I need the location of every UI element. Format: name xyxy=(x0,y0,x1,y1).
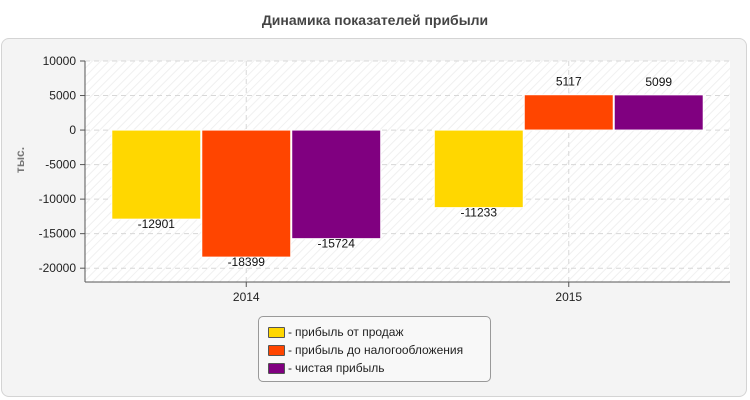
bar xyxy=(433,129,524,209)
bar xyxy=(523,94,614,131)
chart-title: Динамика показателей прибыли xyxy=(261,12,489,28)
legend-swatch xyxy=(268,344,285,356)
data-label: 5099 xyxy=(645,75,672,89)
y-tick-label: -5000 xyxy=(45,158,76,172)
bars xyxy=(111,94,704,258)
legend-dash: - xyxy=(288,361,292,375)
y-tick-label: -15000 xyxy=(39,227,77,241)
y-axis-label: тыс. xyxy=(13,147,27,173)
legend-swatch xyxy=(268,362,285,374)
data-label: -15724 xyxy=(318,237,356,251)
data-label: -18399 xyxy=(228,255,266,269)
data-labels: -12901 -18399 -15724 -11233 5117 5099 xyxy=(138,75,673,269)
legend-dash: - xyxy=(288,343,292,357)
legend-label: прибыль до налогообложения xyxy=(295,343,464,357)
legend-label: чистая прибыль xyxy=(295,361,385,375)
y-tick-label: 0 xyxy=(69,123,76,137)
y-tick-label: -20000 xyxy=(39,261,77,275)
x-tick-label: 2014 xyxy=(233,290,260,304)
legend-item: - прибыль от продаж xyxy=(268,323,490,341)
bar xyxy=(613,94,704,131)
legend-dash: - xyxy=(288,325,292,339)
y-tick-label: 10000 xyxy=(43,54,77,68)
data-label: -12901 xyxy=(138,217,176,231)
data-label: 5117 xyxy=(556,75,582,89)
bar xyxy=(201,129,292,258)
y-tick-label: -10000 xyxy=(39,192,77,206)
data-label: -11233 xyxy=(461,206,498,220)
legend-label: прибыль от продаж xyxy=(295,325,404,339)
legend: - прибыль от продаж - прибыль до налогоо… xyxy=(258,316,491,382)
legend-swatch xyxy=(268,326,285,338)
bar xyxy=(111,129,202,220)
legend-item: - чистая прибыль xyxy=(268,359,490,377)
bar xyxy=(291,129,382,240)
y-tick-label: 5000 xyxy=(49,89,76,103)
axes: 10000 5000 0 -5000 -10000 -15000 -20000 2014 201… xyxy=(39,54,730,304)
x-tick-label: 2015 xyxy=(555,290,582,304)
legend-item: - прибыль до налогообложения xyxy=(268,341,490,359)
